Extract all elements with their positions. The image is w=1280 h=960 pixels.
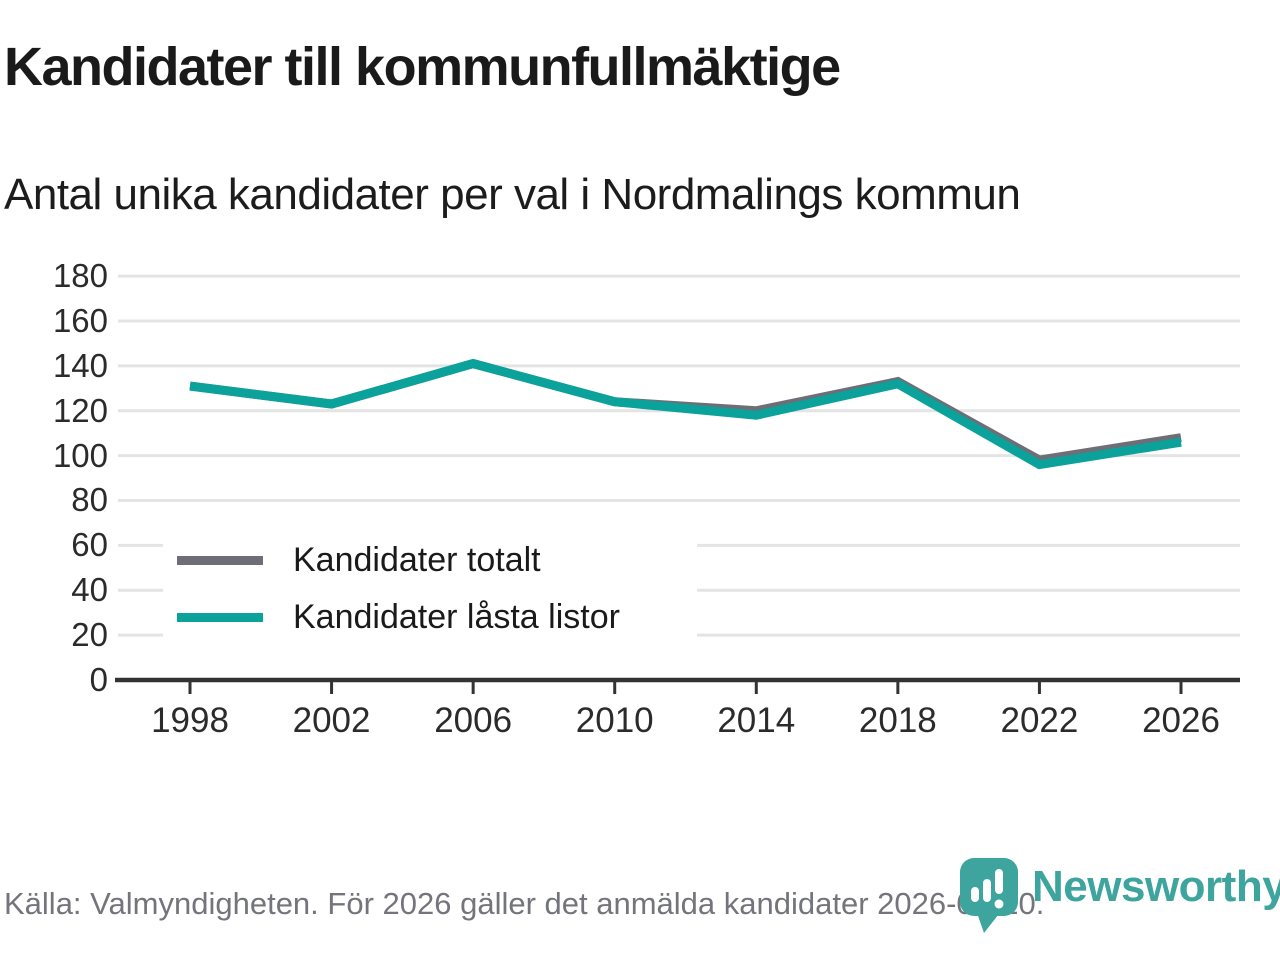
y-tick-label: 60 [71,526,108,564]
y-tick-label: 180 [52,257,108,295]
legend-label: Kandidater totalt [293,540,541,579]
legend-item-locked-lists: Kandidater låsta listor [177,596,620,638]
y-tick-label: 120 [52,391,108,429]
x-tick-label: 2026 [1142,701,1220,740]
legend-item-total: Kandidater totalt [177,539,541,581]
page-title: Kandidater till kommunfullmäktige [4,37,841,97]
source-note: Källa: Valmyndigheten. För 2026 gäller d… [4,886,1045,921]
x-tick-label: 2018 [858,701,937,740]
y-tick-label: 20 [71,616,108,654]
x-tick-label: 1998 [151,701,229,740]
series-line-locked-lists [189,358,1182,470]
x-tick-label: 2006 [434,701,513,740]
x-tick-label: 2014 [717,701,796,740]
chart-subtitle: Antal unika kandidater per val i Nordmal… [4,170,1021,219]
newsworthy-wordmark: Newsworthy [1032,862,1280,911]
y-tick-label: 40 [71,571,108,609]
x-tick-label: 2022 [1000,701,1079,740]
y-tick-label: 80 [71,481,108,519]
legend-swatch-gray [177,555,263,565]
y-tick-label: 140 [52,346,108,384]
x-tick-label: 2010 [575,701,654,740]
y-tick-label: 0 [89,661,108,698]
newsworthy-pin-icon [960,858,1018,933]
legend-swatch-teal [177,612,263,622]
y-tick-label: 100 [52,436,108,474]
x-tick-label: 2002 [292,701,371,740]
legend-label: Kandidater låsta listor [293,597,620,636]
newsworthy-logo: Newsworthy [958,858,1280,934]
y-tick-label: 160 [52,301,108,339]
chart-legend: Kandidater totalt Kandidater låsta listo… [163,527,697,645]
